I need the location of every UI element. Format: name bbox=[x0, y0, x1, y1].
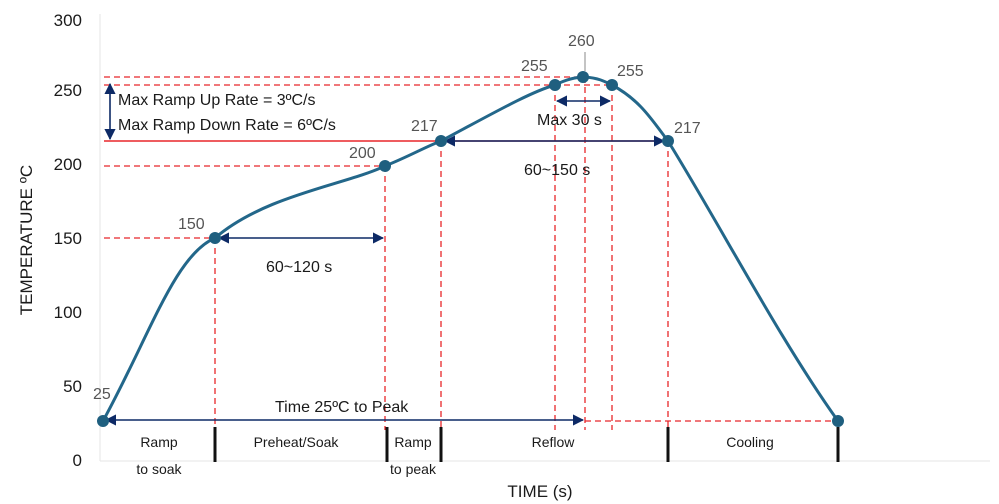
label-150: 150 bbox=[178, 216, 205, 233]
point-255-fall bbox=[606, 79, 618, 91]
peak-time-note: Max 30 s bbox=[537, 112, 602, 129]
y-axis-title: TEMPERATURE ºC bbox=[17, 165, 36, 315]
point-labels: 25 150 200 217 255 260 255 217 bbox=[93, 33, 701, 403]
point-255-rise bbox=[549, 79, 561, 91]
y-tick-0: 0 bbox=[73, 451, 82, 470]
guide-lines bbox=[104, 76, 838, 430]
phase-reflow: Reflow bbox=[532, 434, 576, 450]
ramp-up-note: Max Ramp Up Rate = 3ºC/s bbox=[118, 92, 315, 109]
phase-ramp-to-soak-line1: Ramp bbox=[140, 434, 178, 450]
annotation-texts: Max Ramp Up Rate = 3ºC/s Max Ramp Down R… bbox=[118, 92, 602, 416]
label-260: 260 bbox=[568, 33, 595, 50]
point-217-fall bbox=[662, 135, 674, 147]
total-time-note: Time 25ºC to Peak bbox=[275, 399, 409, 416]
point-260-peak bbox=[577, 71, 589, 83]
phase-preheat-soak: Preheat/Soak bbox=[254, 434, 340, 450]
y-tick-50: 50 bbox=[63, 377, 82, 396]
data-points bbox=[97, 71, 844, 427]
phase-ramp-to-soak-line2: to soak bbox=[136, 461, 182, 477]
reflow-time-note: 60~150 s bbox=[524, 162, 590, 179]
annotation-arrows bbox=[104, 82, 666, 426]
point-150 bbox=[209, 232, 221, 244]
y-tick-300: 300 bbox=[54, 11, 82, 30]
label-217-rise: 217 bbox=[411, 118, 438, 135]
x-axis-title: TIME (s) bbox=[507, 482, 572, 501]
phase-labels: Ramp to soak Preheat/Soak Ramp to peak R… bbox=[136, 434, 773, 477]
point-217-rise bbox=[435, 135, 447, 147]
label-255-fall: 255 bbox=[617, 63, 644, 80]
label-217-fall: 217 bbox=[674, 120, 701, 137]
phase-cooling: Cooling bbox=[726, 434, 773, 450]
label-200: 200 bbox=[349, 145, 376, 162]
phase-ramp-to-peak-line1: Ramp bbox=[394, 434, 432, 450]
y-tick-labels: 0 50 100 150 200 250 300 bbox=[54, 11, 82, 470]
ramp-down-note: Max Ramp Down Rate = 6ºC/s bbox=[118, 117, 336, 134]
point-25-end bbox=[832, 415, 844, 427]
point-25-start bbox=[97, 415, 109, 427]
y-tick-150: 150 bbox=[54, 229, 82, 248]
point-200 bbox=[379, 160, 391, 172]
y-tick-100: 100 bbox=[54, 303, 82, 322]
y-tick-250: 250 bbox=[54, 81, 82, 100]
phase-dividers bbox=[213, 427, 840, 462]
soak-time-note: 60~120 s bbox=[266, 259, 332, 276]
phase-ramp-to-peak-line2: to peak bbox=[390, 461, 437, 477]
label-25: 25 bbox=[93, 386, 111, 403]
y-tick-200: 200 bbox=[54, 155, 82, 174]
label-255-rise: 255 bbox=[521, 58, 548, 75]
